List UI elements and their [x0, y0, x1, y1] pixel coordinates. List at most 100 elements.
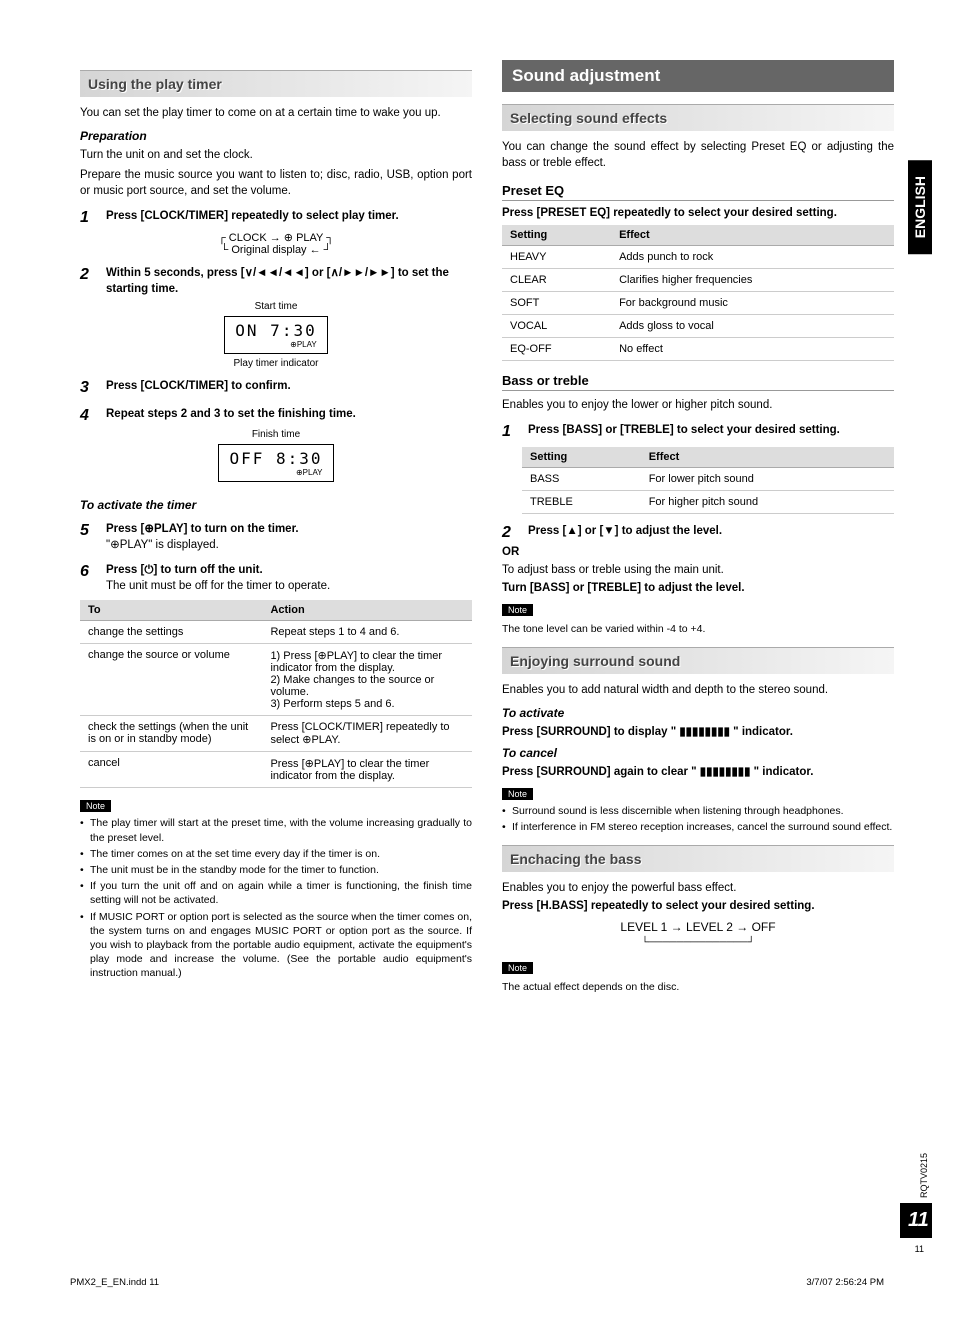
note-item: The play timer will start at the preset … — [80, 816, 472, 844]
bt-note: The tone level can be varied within -4 t… — [502, 622, 894, 637]
prep-line-1: Turn the unit on and set the clock. — [80, 147, 472, 163]
table-cell: No effect — [611, 338, 894, 361]
lcd-sub: ⊕PLAY — [229, 468, 322, 477]
table-cell: Repeat steps 1 to 4 and 6. — [262, 621, 472, 644]
bass-treble-heading: Bass or treble — [502, 373, 894, 391]
step-text: Press [CLOCK/TIMER] repeatedly to select… — [106, 209, 472, 227]
or-text: OR — [502, 546, 894, 558]
col-to: To — [80, 600, 262, 621]
step-2: 2 Within 5 seconds, press [∨/◄◄/◄◄] or [… — [80, 266, 472, 297]
note-label: Note — [80, 800, 111, 812]
surr-activate-h: To activate — [502, 706, 894, 720]
preparation-heading: Preparation — [80, 129, 472, 143]
col-effect: Effect — [641, 447, 894, 468]
table-cell: Press [CLOCK/TIMER] repeatedly to select… — [262, 716, 472, 752]
left-column: Using the play timer You can set the pla… — [80, 60, 472, 998]
step-num: 2 — [502, 524, 520, 542]
table-cell: Clarifies higher frequencies — [611, 269, 894, 292]
flow-orig: Original display ← — [231, 244, 320, 256]
table-cell: CLEAR — [502, 269, 611, 292]
step-text: Press [CLOCK/TIMER] to confirm. — [106, 379, 472, 397]
step-bold: Press [⏻] to turn off the unit. — [106, 564, 263, 576]
step-num: 5 — [80, 522, 98, 553]
bass-instr: Press [H.BASS] repeatedly to select your… — [502, 900, 894, 912]
lcd-display-2: OFF 8:30 ⊕PLAY — [218, 444, 333, 482]
finish-time-label: Finish time — [80, 429, 472, 440]
note-item: The timer comes on at the set time every… — [80, 847, 472, 861]
note-item: If you turn the unit off and on again wh… — [80, 879, 472, 907]
step-3: 3 Press [CLOCK/TIMER] to confirm. — [80, 379, 472, 397]
heading-surround: Enjoying surround sound — [502, 647, 894, 674]
page-number-small: 11 — [915, 1244, 924, 1254]
step-1: 1 Press [CLOCK/TIMER] repeatedly to sele… — [80, 209, 472, 227]
table-cell: VOCAL — [502, 315, 611, 338]
table-cell: For background music — [611, 292, 894, 315]
surr-intro: Enables you to add natural width and dep… — [502, 682, 894, 698]
table-cell: Press [⊕PLAY] to clear the timer indicat… — [262, 752, 472, 788]
table-cell: Adds punch to rock — [611, 246, 894, 269]
table-cell: For lower pitch sound — [641, 468, 894, 491]
step-sub: The unit must be off for the timer to op… — [106, 579, 472, 595]
step-text: Press [⏻] to turn off the unit. The unit… — [106, 563, 472, 594]
step-text: Within 5 seconds, press [∨/◄◄/◄◄] or [∧/… — [106, 266, 472, 297]
lcd-display-1: ON 7:30 ⊕PLAY — [224, 316, 327, 354]
table-cell: SOFT — [502, 292, 611, 315]
timer-actions-table: To Action change the settingsRepeat step… — [80, 600, 472, 788]
surr-notes-list: Surround sound is less discernible when … — [502, 804, 894, 834]
sel-intro: You can change the sound effect by selec… — [502, 139, 894, 171]
notes-list: The play timer will start at the preset … — [80, 816, 472, 980]
step-sub: "⊕PLAY" is displayed. — [106, 538, 472, 554]
main-heading: Sound adjustment — [502, 60, 894, 92]
step-bold: Press [⊕PLAY] to turn on the timer. — [106, 523, 299, 535]
step-num: 2 — [80, 266, 98, 297]
bt-turn: Turn [BASS] or [TREBLE] to adjust the le… — [502, 582, 894, 594]
table-cell: change the settings — [80, 621, 262, 644]
lcd-sub: ⊕PLAY — [235, 340, 316, 349]
bass-treble-table: Setting Effect BASSFor lower pitch sound… — [522, 447, 894, 514]
heading-bass: Enchacing the bass — [502, 845, 894, 872]
right-column: Sound adjustment Selecting sound effects… — [502, 60, 894, 998]
activate-heading: To activate the timer — [80, 498, 472, 512]
page-number-box: 11 — [900, 1203, 932, 1238]
step-text: Repeat steps 2 and 3 to set the finishin… — [106, 407, 472, 425]
table-cell: 1) Press [⊕PLAY] to clear the timer indi… — [262, 644, 472, 716]
doc-code: RQTV0215 — [919, 1153, 929, 1198]
footer-left: PMX2_E_EN.indd 11 — [70, 1277, 159, 1288]
lcd-line: ON 7:30 — [235, 321, 316, 340]
step-num: 3 — [80, 379, 98, 397]
bt-alt: To adjust bass or treble using the main … — [502, 562, 894, 578]
table-cell: TREBLE — [522, 491, 641, 514]
intro-text: You can set the play timer to come on at… — [80, 105, 472, 121]
bass-intro: Enables you to enjoy the powerful bass e… — [502, 880, 894, 896]
preset-eq-table: Setting Effect HEAVYAdds punch to rockCL… — [502, 225, 894, 361]
step-num: 4 — [80, 407, 98, 425]
table-cell: change the source or volume — [80, 644, 262, 716]
step-6: 6 Press [⏻] to turn off the unit. The un… — [80, 563, 472, 594]
table-cell: EQ-OFF — [502, 338, 611, 361]
col-effect: Effect — [611, 225, 894, 246]
step-5: 5 Press [⊕PLAY] to turn on the timer. "⊕… — [80, 522, 472, 553]
note-item: If MUSIC PORT or option port is selected… — [80, 910, 472, 981]
step-text: Press [▲] or [▼] to adjust the level. — [528, 524, 894, 542]
note-label: Note — [502, 962, 533, 974]
play-indicator-label: Play timer indicator — [80, 358, 472, 369]
table-cell: check the settings (when the unit is on … — [80, 716, 262, 752]
table-cell: For higher pitch sound — [641, 491, 894, 514]
col-action: Action — [262, 600, 472, 621]
heading-play-timer: Using the play timer — [80, 70, 472, 97]
surr-activate: Press [SURROUND] to display " ▮▮▮▮▮▮▮▮ "… — [502, 724, 894, 738]
bt-step-2: 2 Press [▲] or [▼] to adjust the level. — [502, 524, 894, 542]
col-setting: Setting — [502, 225, 611, 246]
note-item: Surround sound is less discernible when … — [502, 804, 894, 818]
start-time-label: Start time — [80, 301, 472, 312]
table-cell: Adds gloss to vocal — [611, 315, 894, 338]
note-item: The unit must be in the standby mode for… — [80, 863, 472, 877]
surr-cancel-h: To cancel — [502, 746, 894, 760]
preset-instr: Press [PRESET EQ] repeatedly to select y… — [502, 207, 894, 219]
bt-step-1: 1 Press [BASS] or [TREBLE] to select you… — [502, 423, 894, 441]
step-4: 4 Repeat steps 2 and 3 to set the finish… — [80, 407, 472, 425]
lcd-line: OFF 8:30 — [229, 449, 322, 468]
bass-note: The actual effect depends on the disc. — [502, 980, 894, 995]
cycle-text: LEVEL 1 → LEVEL 2 → OFF — [620, 920, 775, 934]
heading-selecting: Selecting sound effects — [502, 104, 894, 131]
